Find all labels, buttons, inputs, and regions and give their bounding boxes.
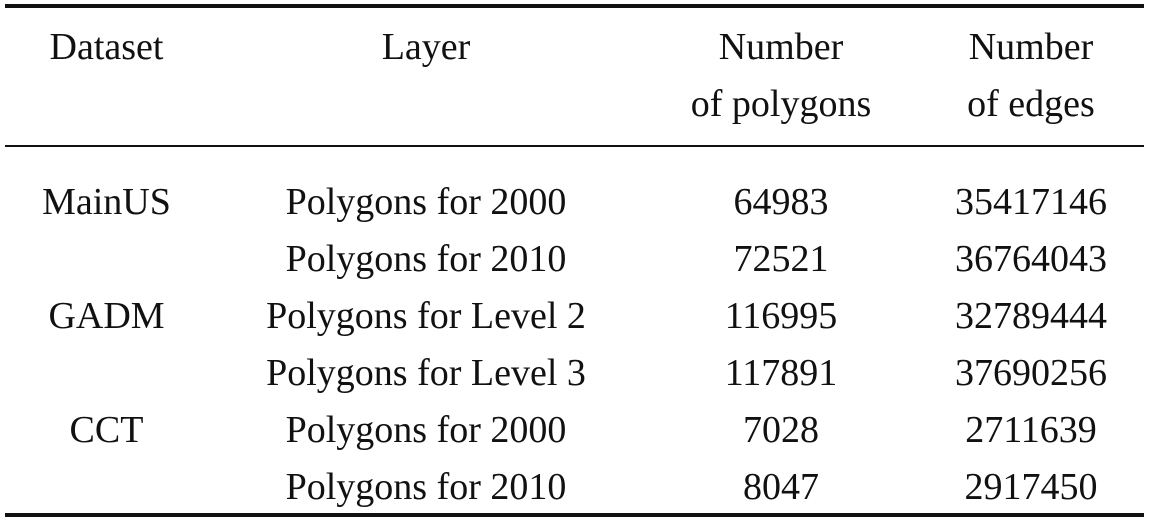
header-number-of-polygons: Number of polygons (644, 0, 918, 147)
cell-polygons: 116995 (724, 295, 838, 337)
header-dataset: Dataset (5, 0, 208, 147)
cell-dataset: MainUS (42, 181, 171, 223)
header-edges-line1: Number (968, 26, 1094, 68)
cell-layer: Polygons for 2000 (285, 409, 567, 451)
cell-edges: 2917450 (964, 466, 1098, 508)
dataset-table: Dataset Layer Number of polygons Number … (5, 0, 1144, 516)
cell-layer: Polygons for Level 3 (266, 352, 586, 394)
table-header-rule (5, 145, 1144, 147)
header-polygons-line1: Number (718, 26, 844, 68)
table-row: CCT Polygons for 2000 7028 2711639 (5, 402, 1144, 459)
cell-polygons: 64983 (733, 181, 829, 223)
table-header-row: Dataset Layer Number of polygons Number … (5, 0, 1144, 147)
cell-edges: 32789444 (955, 295, 1107, 337)
cell-polygons: 8047 (743, 466, 819, 508)
table-row: GADM Polygons for Level 2 116995 3278944… (5, 288, 1144, 345)
cell-edges: 37690256 (955, 352, 1107, 394)
header-layer: Layer (208, 0, 644, 147)
table-top-rule (5, 4, 1144, 8)
cell-dataset: GADM (48, 295, 165, 337)
cell-layer: Polygons for 2010 (285, 466, 567, 508)
cell-edges: 36764043 (955, 238, 1107, 280)
cell-layer: Polygons for 2000 (285, 181, 567, 223)
cell-dataset (5, 345, 208, 402)
table-row: Polygons for 2010 8047 2917450 (5, 459, 1144, 516)
cell-dataset (5, 459, 208, 516)
table-row: Polygons for Level 3 117891 37690256 (5, 345, 1144, 402)
table-row: Polygons for 2010 72521 36764043 (5, 231, 1144, 288)
cell-polygons: 7028 (743, 409, 819, 451)
cell-polygons: 117891 (724, 352, 838, 394)
cell-edges: 35417146 (955, 181, 1107, 223)
cell-edges: 2711639 (965, 409, 1097, 451)
cell-dataset: CCT (69, 409, 144, 451)
header-layer-label: Layer (381, 26, 471, 68)
header-polygons-line2: of polygons (690, 83, 872, 125)
cell-polygons: 72521 (733, 238, 829, 280)
table-bottom-rule (5, 513, 1144, 517)
cell-dataset (5, 231, 208, 288)
header-dataset-label: Dataset (49, 26, 164, 68)
table-row: MainUS Polygons for 2000 64983 35417146 (5, 147, 1144, 231)
header-number-of-edges: Number of edges (918, 0, 1144, 147)
cell-layer: Polygons for Level 2 (266, 295, 586, 337)
cell-layer: Polygons for 2010 (285, 238, 567, 280)
header-edges-line2: of edges (967, 83, 1095, 125)
